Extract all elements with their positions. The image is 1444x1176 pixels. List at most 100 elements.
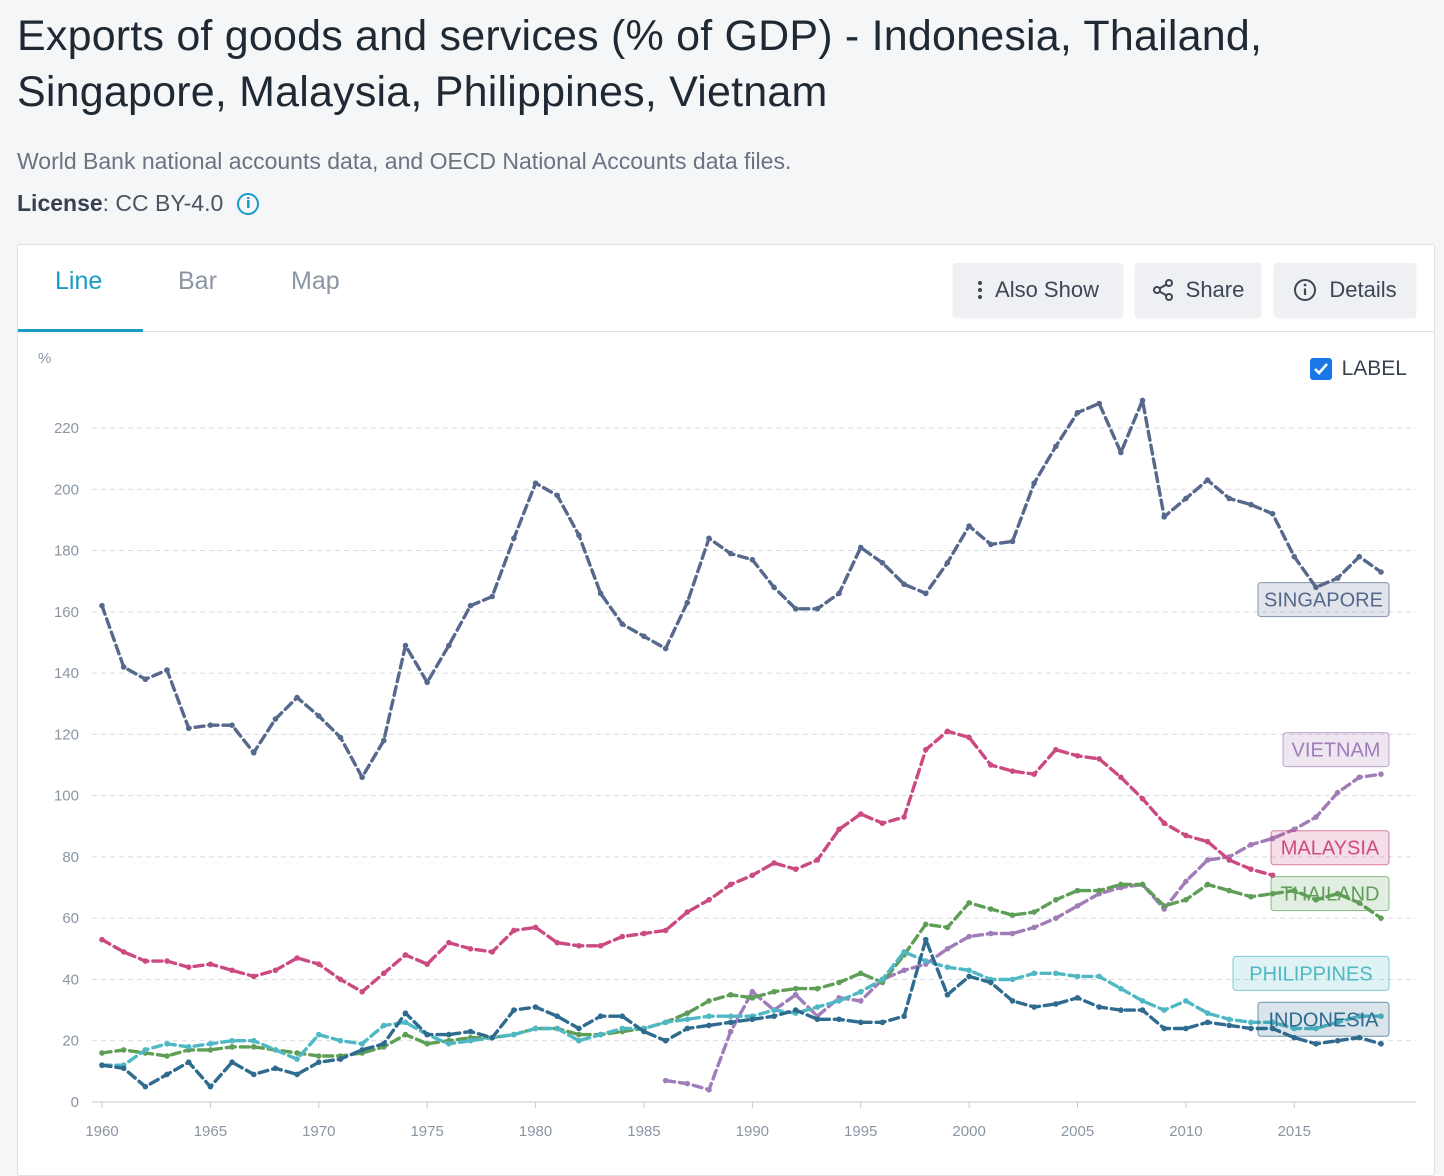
data-point-philippines[interactable] bbox=[901, 949, 907, 955]
data-point-thailand[interactable] bbox=[857, 970, 864, 977]
data-point-vietnam[interactable] bbox=[1009, 930, 1016, 937]
data-point-philippines[interactable] bbox=[1074, 973, 1081, 980]
data-point-philippines[interactable] bbox=[250, 1037, 257, 1044]
data-point-malaysia[interactable] bbox=[446, 939, 452, 946]
data-point-singapore[interactable] bbox=[684, 599, 691, 606]
data-point-singapore[interactable] bbox=[402, 642, 409, 649]
data-point-malaysia[interactable] bbox=[294, 955, 300, 961]
data-point-singapore[interactable] bbox=[1096, 400, 1102, 407]
data-point-indonesia[interactable] bbox=[749, 1016, 756, 1023]
data-point-philippines[interactable] bbox=[771, 1007, 777, 1013]
data-point-singapore[interactable] bbox=[1031, 480, 1037, 486]
data-point-indonesia[interactable] bbox=[1269, 1025, 1276, 1032]
data-point-singapore[interactable] bbox=[1009, 538, 1016, 545]
data-point-indonesia[interactable] bbox=[1313, 1040, 1319, 1047]
data-point-indonesia[interactable] bbox=[1031, 1004, 1037, 1010]
data-point-thailand[interactable] bbox=[966, 900, 972, 906]
data-point-singapore[interactable] bbox=[272, 716, 279, 722]
data-point-singapore[interactable] bbox=[879, 560, 886, 566]
data-point-indonesia[interactable] bbox=[706, 1022, 712, 1029]
data-point-malaysia[interactable] bbox=[901, 814, 907, 820]
data-point-philippines[interactable] bbox=[1204, 1010, 1211, 1016]
data-point-philippines[interactable] bbox=[554, 1025, 561, 1032]
data-point-malaysia[interactable] bbox=[1009, 768, 1016, 774]
data-point-singapore[interactable] bbox=[619, 621, 626, 627]
data-point-philippines[interactable] bbox=[576, 1037, 582, 1044]
data-point-indonesia[interactable] bbox=[836, 1016, 842, 1023]
data-point-singapore[interactable] bbox=[1269, 510, 1276, 517]
data-point-singapore[interactable] bbox=[467, 602, 474, 609]
data-point-indonesia[interactable] bbox=[207, 1083, 214, 1090]
data-point-singapore[interactable] bbox=[792, 605, 799, 612]
data-point-singapore[interactable] bbox=[381, 737, 387, 744]
data-point-indonesia[interactable] bbox=[402, 1010, 409, 1016]
data-point-singapore[interactable] bbox=[1226, 495, 1233, 502]
data-point-indonesia[interactable] bbox=[966, 973, 972, 980]
data-point-singapore[interactable] bbox=[315, 713, 322, 719]
data-point-singapore[interactable] bbox=[1139, 397, 1146, 404]
data-point-malaysia[interactable] bbox=[272, 967, 279, 974]
data-point-malaysia[interactable] bbox=[489, 949, 496, 955]
label-toggle[interactable]: LABEL bbox=[1309, 357, 1407, 381]
data-point-malaysia[interactable] bbox=[836, 826, 842, 833]
data-point-philippines[interactable] bbox=[337, 1037, 344, 1044]
data-point-malaysia[interactable] bbox=[619, 933, 626, 940]
data-point-thailand[interactable] bbox=[836, 979, 842, 986]
data-point-singapore[interactable] bbox=[922, 590, 929, 597]
data-point-indonesia[interactable] bbox=[857, 1019, 864, 1026]
data-point-malaysia[interactable] bbox=[359, 988, 365, 995]
data-point-singapore[interactable] bbox=[576, 532, 582, 539]
data-point-malaysia[interactable] bbox=[641, 930, 647, 937]
data-point-philippines[interactable] bbox=[294, 1056, 300, 1062]
data-point-philippines[interactable] bbox=[272, 1047, 279, 1053]
data-point-indonesia[interactable] bbox=[424, 1031, 430, 1038]
data-point-singapore[interactable] bbox=[1334, 575, 1341, 581]
data-point-indonesia[interactable] bbox=[272, 1065, 279, 1072]
data-point-singapore[interactable] bbox=[944, 560, 951, 566]
data-point-indonesia[interactable] bbox=[619, 1013, 626, 1020]
label-checkbox[interactable] bbox=[1309, 358, 1332, 380]
data-point-indonesia[interactable] bbox=[532, 1004, 539, 1010]
share-button[interactable]: Share bbox=[1135, 263, 1261, 317]
data-point-malaysia[interactable] bbox=[987, 762, 994, 768]
data-point-vietnam[interactable] bbox=[987, 930, 994, 937]
data-point-thailand[interactable] bbox=[1118, 881, 1124, 888]
data-point-philippines[interactable] bbox=[164, 1040, 170, 1047]
data-point-thailand[interactable] bbox=[120, 1047, 127, 1053]
data-point-indonesia[interactable] bbox=[879, 1019, 886, 1026]
data-point-thailand[interactable] bbox=[99, 1050, 105, 1056]
data-point-singapore[interactable] bbox=[164, 667, 170, 673]
data-point-indonesia[interactable] bbox=[1161, 1025, 1168, 1032]
data-point-thailand[interactable] bbox=[792, 985, 799, 992]
data-point-philippines[interactable] bbox=[142, 1047, 149, 1053]
data-point-thailand[interactable] bbox=[1096, 887, 1102, 894]
data-point-indonesia[interactable] bbox=[814, 1016, 821, 1023]
data-point-singapore[interactable] bbox=[727, 550, 734, 557]
data-point-malaysia[interactable] bbox=[922, 746, 929, 753]
data-point-indonesia[interactable] bbox=[489, 1034, 496, 1041]
data-point-singapore[interactable] bbox=[662, 645, 669, 652]
data-point-thailand[interactable] bbox=[164, 1053, 170, 1059]
data-point-malaysia[interactable] bbox=[250, 973, 257, 980]
data-point-philippines[interactable] bbox=[1226, 1016, 1233, 1023]
data-point-indonesia[interactable] bbox=[381, 1040, 387, 1047]
data-point-malaysia[interactable] bbox=[727, 881, 734, 888]
data-point-malaysia[interactable] bbox=[142, 958, 149, 964]
data-point-singapore[interactable] bbox=[229, 722, 235, 728]
data-point-thailand[interactable] bbox=[987, 906, 994, 912]
data-point-malaysia[interactable] bbox=[511, 927, 517, 934]
data-point-singapore[interactable] bbox=[1204, 477, 1211, 483]
data-point-indonesia[interactable] bbox=[901, 1013, 907, 1020]
data-point-singapore[interactable] bbox=[1118, 449, 1124, 456]
data-point-indonesia[interactable] bbox=[662, 1037, 669, 1044]
details-button[interactable]: Details bbox=[1274, 263, 1416, 317]
data-point-philippines[interactable] bbox=[879, 976, 886, 983]
data-point-indonesia[interactable] bbox=[1334, 1037, 1341, 1044]
data-point-malaysia[interactable] bbox=[792, 866, 799, 872]
data-point-vietnam[interactable] bbox=[792, 991, 799, 998]
data-point-thailand[interactable] bbox=[1356, 900, 1363, 906]
data-point-vietnam[interactable] bbox=[1313, 814, 1319, 820]
data-point-indonesia[interactable] bbox=[120, 1065, 127, 1072]
data-point-indonesia[interactable] bbox=[922, 936, 929, 943]
data-point-singapore[interactable] bbox=[814, 605, 821, 612]
